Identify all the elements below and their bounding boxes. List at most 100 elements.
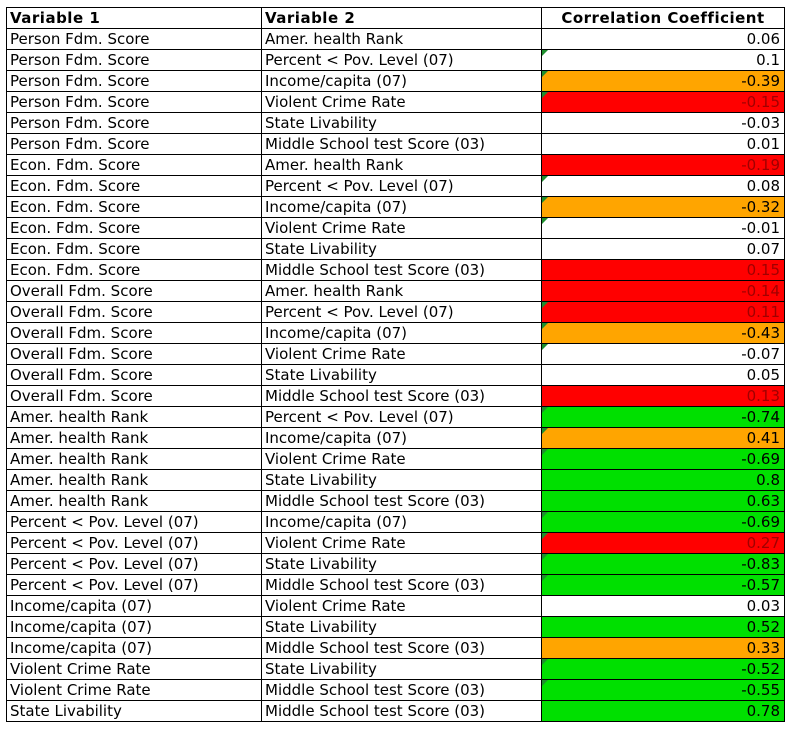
cell-variable-2[interactable]: Middle School test Score (03) xyxy=(261,637,542,659)
cell-variable-2[interactable]: Middle School test Score (03) xyxy=(261,133,542,155)
cell-variable-1[interactable]: Econ. Fdm. Score xyxy=(6,175,262,197)
cell-variable-2[interactable]: State Livability xyxy=(261,364,542,386)
cell-correlation-coefficient[interactable]: -0.43 xyxy=(541,322,785,344)
cell-correlation-coefficient[interactable]: -0.32 xyxy=(541,196,785,218)
cell-variable-1[interactable]: Person Fdm. Score xyxy=(6,28,262,50)
cell-variable-2[interactable]: Percent < Pov. Level (07) xyxy=(261,406,542,428)
cell-variable-2[interactable]: Income/capita (07) xyxy=(261,196,542,218)
cell-correlation-coefficient[interactable]: 0.41 xyxy=(541,427,785,449)
header-variable-1[interactable]: Variable 1 xyxy=(6,7,262,29)
cell-variable-1[interactable]: Person Fdm. Score xyxy=(6,49,262,71)
cell-correlation-coefficient[interactable]: -0.03 xyxy=(541,112,785,134)
cell-variable-2[interactable]: Amer. health Rank xyxy=(261,154,542,176)
cell-variable-1[interactable]: State Livability xyxy=(6,700,262,722)
cell-variable-1[interactable]: Overall Fdm. Score xyxy=(6,385,262,407)
cell-variable-2[interactable]: Violent Crime Rate xyxy=(261,343,542,365)
cell-variable-2[interactable]: Percent < Pov. Level (07) xyxy=(261,49,542,71)
cell-correlation-coefficient[interactable]: 0.15 xyxy=(541,259,785,281)
cell-correlation-coefficient[interactable]: 0.27 xyxy=(541,532,785,554)
cell-variable-1[interactable]: Income/capita (07) xyxy=(6,595,262,617)
cell-variable-1[interactable]: Amer. health Rank xyxy=(6,427,262,449)
header-variable-2[interactable]: Variable 2 xyxy=(261,7,542,29)
cell-variable-2[interactable]: State Livability xyxy=(261,238,542,260)
cell-variable-1[interactable]: Econ. Fdm. Score xyxy=(6,196,262,218)
cell-correlation-coefficient[interactable]: 0.1 xyxy=(541,49,785,71)
cell-variable-2[interactable]: Middle School test Score (03) xyxy=(261,259,542,281)
cell-variable-1[interactable]: Amer. health Rank xyxy=(6,448,262,470)
cell-correlation-coefficient[interactable]: -0.74 xyxy=(541,406,785,428)
cell-variable-2[interactable]: State Livability xyxy=(261,112,542,134)
cell-correlation-coefficient[interactable]: 0.07 xyxy=(541,238,785,260)
cell-variable-2[interactable]: State Livability xyxy=(261,469,542,491)
cell-correlation-coefficient[interactable]: 0.01 xyxy=(541,133,785,155)
cell-correlation-coefficient[interactable]: 0.05 xyxy=(541,364,785,386)
cell-variable-1[interactable]: Person Fdm. Score xyxy=(6,91,262,113)
cell-variable-2[interactable]: Amer. health Rank xyxy=(261,280,542,302)
cell-correlation-coefficient[interactable]: -0.39 xyxy=(541,70,785,92)
cell-variable-1[interactable]: Income/capita (07) xyxy=(6,637,262,659)
cell-correlation-coefficient[interactable]: 0.11 xyxy=(541,301,785,323)
cell-variable-2[interactable]: Violent Crime Rate xyxy=(261,217,542,239)
cell-variable-1[interactable]: Amer. health Rank xyxy=(6,469,262,491)
cell-variable-1[interactable]: Percent < Pov. Level (07) xyxy=(6,574,262,596)
cell-variable-2[interactable]: Income/capita (07) xyxy=(261,511,542,533)
cell-variable-1[interactable]: Person Fdm. Score xyxy=(6,133,262,155)
cell-correlation-coefficient[interactable]: 0.13 xyxy=(541,385,785,407)
cell-correlation-coefficient[interactable]: 0.08 xyxy=(541,175,785,197)
cell-correlation-coefficient[interactable]: -0.07 xyxy=(541,343,785,365)
cell-correlation-coefficient[interactable]: -0.55 xyxy=(541,679,785,701)
cell-variable-2[interactable]: State Livability xyxy=(261,553,542,575)
cell-variable-2[interactable]: Amer. health Rank xyxy=(261,28,542,50)
cell-correlation-coefficient[interactable]: -0.14 xyxy=(541,280,785,302)
cell-variable-2[interactable]: Middle School test Score (03) xyxy=(261,574,542,596)
cell-variable-1[interactable]: Overall Fdm. Score xyxy=(6,343,262,365)
cell-correlation-coefficient[interactable]: 0.52 xyxy=(541,616,785,638)
cell-variable-1[interactable]: Econ. Fdm. Score xyxy=(6,154,262,176)
cell-variable-1[interactable]: Amer. health Rank xyxy=(6,490,262,512)
cell-variable-1[interactable]: Overall Fdm. Score xyxy=(6,301,262,323)
cell-variable-2[interactable]: Middle School test Score (03) xyxy=(261,679,542,701)
cell-variable-1[interactable]: Person Fdm. Score xyxy=(6,70,262,92)
cell-variable-2[interactable]: Percent < Pov. Level (07) xyxy=(261,175,542,197)
cell-variable-1[interactable]: Overall Fdm. Score xyxy=(6,364,262,386)
cell-correlation-coefficient[interactable]: -0.01 xyxy=(541,217,785,239)
cell-variable-1[interactable]: Violent Crime Rate xyxy=(6,679,262,701)
cell-variable-2[interactable]: State Livability xyxy=(261,658,542,680)
cell-correlation-coefficient[interactable]: -0.69 xyxy=(541,448,785,470)
cell-variable-2[interactable]: Middle School test Score (03) xyxy=(261,700,542,722)
cell-variable-1[interactable]: Overall Fdm. Score xyxy=(6,322,262,344)
cell-correlation-coefficient[interactable]: 0.63 xyxy=(541,490,785,512)
cell-variable-1[interactable]: Econ. Fdm. Score xyxy=(6,217,262,239)
cell-variable-1[interactable]: Percent < Pov. Level (07) xyxy=(6,532,262,554)
cell-variable-2[interactable]: Middle School test Score (03) xyxy=(261,490,542,512)
cell-correlation-coefficient[interactable]: -0.19 xyxy=(541,154,785,176)
cell-variable-1[interactable]: Violent Crime Rate xyxy=(6,658,262,680)
cell-correlation-coefficient[interactable]: -0.69 xyxy=(541,511,785,533)
cell-variable-1[interactable]: Overall Fdm. Score xyxy=(6,280,262,302)
cell-correlation-coefficient[interactable]: 0.78 xyxy=(541,700,785,722)
cell-variable-2[interactable]: Income/capita (07) xyxy=(261,427,542,449)
cell-correlation-coefficient[interactable]: 0.03 xyxy=(541,595,785,617)
cell-correlation-coefficient[interactable]: -0.52 xyxy=(541,658,785,680)
cell-correlation-coefficient[interactable]: -0.83 xyxy=(541,553,785,575)
cell-correlation-coefficient[interactable]: -0.15 xyxy=(541,91,785,113)
cell-variable-2[interactable]: Violent Crime Rate xyxy=(261,532,542,554)
cell-correlation-coefficient[interactable]: 0.33 xyxy=(541,637,785,659)
header-correlation-coefficient[interactable]: Correlation Coefficient xyxy=(541,7,785,29)
cell-variable-2[interactable]: Percent < Pov. Level (07) xyxy=(261,301,542,323)
cell-correlation-coefficient[interactable]: 0.06 xyxy=(541,28,785,50)
cell-variable-1[interactable]: Econ. Fdm. Score xyxy=(6,238,262,260)
cell-variable-1[interactable]: Income/capita (07) xyxy=(6,616,262,638)
cell-variable-1[interactable]: Person Fdm. Score xyxy=(6,112,262,134)
cell-variable-1[interactable]: Percent < Pov. Level (07) xyxy=(6,511,262,533)
cell-variable-2[interactable]: State Livability xyxy=(261,616,542,638)
cell-variable-2[interactable]: Income/capita (07) xyxy=(261,322,542,344)
cell-variable-2[interactable]: Violent Crime Rate xyxy=(261,448,542,470)
cell-variable-1[interactable]: Econ. Fdm. Score xyxy=(6,259,262,281)
cell-variable-2[interactable]: Violent Crime Rate xyxy=(261,595,542,617)
cell-variable-2[interactable]: Violent Crime Rate xyxy=(261,91,542,113)
cell-variable-1[interactable]: Amer. health Rank xyxy=(6,406,262,428)
cell-variable-1[interactable]: Percent < Pov. Level (07) xyxy=(6,553,262,575)
cell-correlation-coefficient[interactable]: -0.57 xyxy=(541,574,785,596)
cell-variable-2[interactable]: Middle School test Score (03) xyxy=(261,385,542,407)
